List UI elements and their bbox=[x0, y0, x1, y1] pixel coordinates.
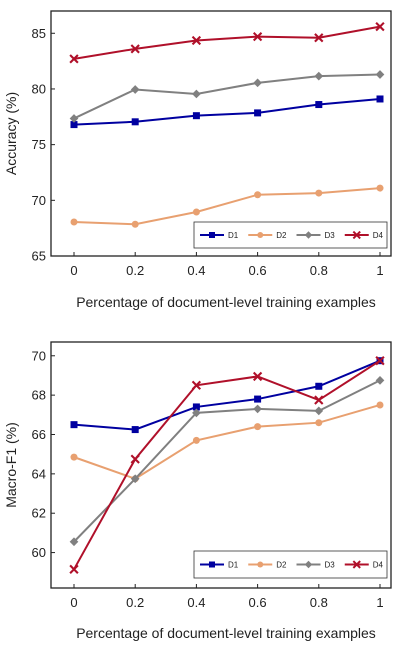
data-point-d1 bbox=[254, 396, 261, 403]
series-d2 bbox=[71, 401, 384, 482]
y-tick-label: 75 bbox=[32, 137, 46, 152]
x-tick-label: 0.4 bbox=[187, 595, 205, 610]
data-point-d3 bbox=[376, 70, 385, 79]
x-tick-label: 0.8 bbox=[310, 595, 328, 610]
legend-marker bbox=[257, 232, 263, 238]
y-tick-label: 70 bbox=[32, 193, 46, 208]
data-point-d4 bbox=[132, 456, 138, 462]
data-point-d3 bbox=[192, 90, 201, 99]
y-tick-label: 68 bbox=[32, 388, 46, 403]
x-axis-title: Percentage of document-level training ex… bbox=[76, 294, 376, 310]
x-tick-label: 1 bbox=[376, 595, 383, 610]
data-point-d4 bbox=[71, 566, 77, 572]
legend-label: D1 bbox=[228, 561, 239, 570]
x-tick-label: 0.6 bbox=[249, 595, 267, 610]
data-point-d2 bbox=[193, 209, 200, 216]
y-tick-label: 80 bbox=[32, 81, 46, 96]
y-axis-title: Accuracy (%) bbox=[3, 92, 19, 175]
x-tick-label: 1 bbox=[376, 263, 383, 278]
data-point-d1 bbox=[315, 101, 322, 108]
series-d3 bbox=[70, 376, 385, 546]
data-point-d2 bbox=[377, 401, 384, 408]
data-point-d2 bbox=[71, 454, 78, 461]
series-line-d3 bbox=[74, 74, 380, 118]
legend-label: D2 bbox=[276, 231, 287, 240]
data-point-d3 bbox=[253, 405, 262, 414]
accuracy-chart: 65 70 75 80 85 0 0.2 0.4 0.6 0.8 1 Accuracy (%) Perc… bbox=[3, 11, 391, 310]
legend-marker bbox=[209, 562, 215, 568]
legend-label: D4 bbox=[373, 561, 384, 570]
series-line-d2 bbox=[74, 188, 380, 224]
legend-label: D2 bbox=[276, 561, 287, 570]
data-point-d1 bbox=[132, 426, 139, 433]
legend-label: D1 bbox=[228, 231, 239, 240]
data-point-d3 bbox=[314, 407, 323, 416]
data-point-d2 bbox=[254, 191, 261, 198]
series-d1 bbox=[71, 357, 384, 433]
data-point-d1 bbox=[377, 95, 384, 102]
x-tick-label: 0 bbox=[70, 263, 77, 278]
data-point-d3 bbox=[253, 78, 262, 87]
x-tick-label: 0.8 bbox=[310, 263, 328, 278]
series-d4 bbox=[71, 23, 383, 62]
data-point-d2 bbox=[193, 437, 200, 444]
legend-label: D3 bbox=[325, 561, 336, 570]
data-point-d2 bbox=[132, 221, 139, 228]
y-tick-label: 66 bbox=[32, 427, 46, 442]
y-tick-label: 70 bbox=[32, 348, 46, 363]
legend: D1 D2 D3 D4 bbox=[194, 222, 387, 248]
x-tick-label: 0 bbox=[70, 595, 77, 610]
series-d2 bbox=[71, 185, 384, 228]
series-line-d2 bbox=[74, 405, 380, 479]
series-d1 bbox=[71, 95, 384, 128]
data-point-d1 bbox=[71, 421, 78, 428]
x-tick-label: 0.2 bbox=[126, 263, 144, 278]
data-point-d2 bbox=[315, 419, 322, 426]
y-tick-label: 60 bbox=[32, 545, 46, 560]
data-point-d1 bbox=[315, 383, 322, 390]
legend-marker bbox=[209, 232, 215, 238]
series-line-d1 bbox=[74, 99, 380, 125]
y-tick-label: 62 bbox=[32, 506, 46, 521]
legend-label: D3 bbox=[325, 231, 336, 240]
series-line-d4 bbox=[74, 361, 380, 570]
x-tick-label: 0.6 bbox=[249, 263, 267, 278]
legend: D1 D2 D3 D4 bbox=[194, 551, 387, 578]
data-point-d3 bbox=[314, 72, 323, 81]
series-line-d3 bbox=[74, 380, 380, 541]
data-point-d2 bbox=[377, 185, 384, 192]
data-point-d2 bbox=[315, 190, 322, 197]
series-d4 bbox=[71, 358, 383, 573]
legend-marker bbox=[257, 562, 263, 568]
data-point-d1 bbox=[132, 118, 139, 125]
data-point-d3 bbox=[376, 376, 385, 385]
series-line-d4 bbox=[74, 27, 380, 59]
x-tick-label: 0.4 bbox=[187, 263, 205, 278]
x-tick-label: 0.2 bbox=[126, 595, 144, 610]
plot-area bbox=[51, 11, 391, 256]
data-point-d2 bbox=[71, 219, 78, 226]
y-axis-title: Macro-F1 (%) bbox=[3, 422, 19, 508]
data-point-d2 bbox=[254, 423, 261, 430]
data-point-d1 bbox=[254, 109, 261, 116]
legend-label: D4 bbox=[373, 231, 384, 240]
y-tick-label: 64 bbox=[32, 466, 46, 481]
y-tick-label: 85 bbox=[32, 26, 46, 41]
data-point-d3 bbox=[131, 85, 140, 94]
macro-f1-chart: 60 62 64 66 68 70 0 0.2 0.4 0.6 0.8 1 Macro-F1 (%) Pe… bbox=[3, 342, 391, 641]
data-point-d1 bbox=[193, 112, 200, 119]
x-axis-title: Percentage of document-level training ex… bbox=[76, 625, 376, 641]
y-tick-label: 65 bbox=[32, 249, 46, 264]
